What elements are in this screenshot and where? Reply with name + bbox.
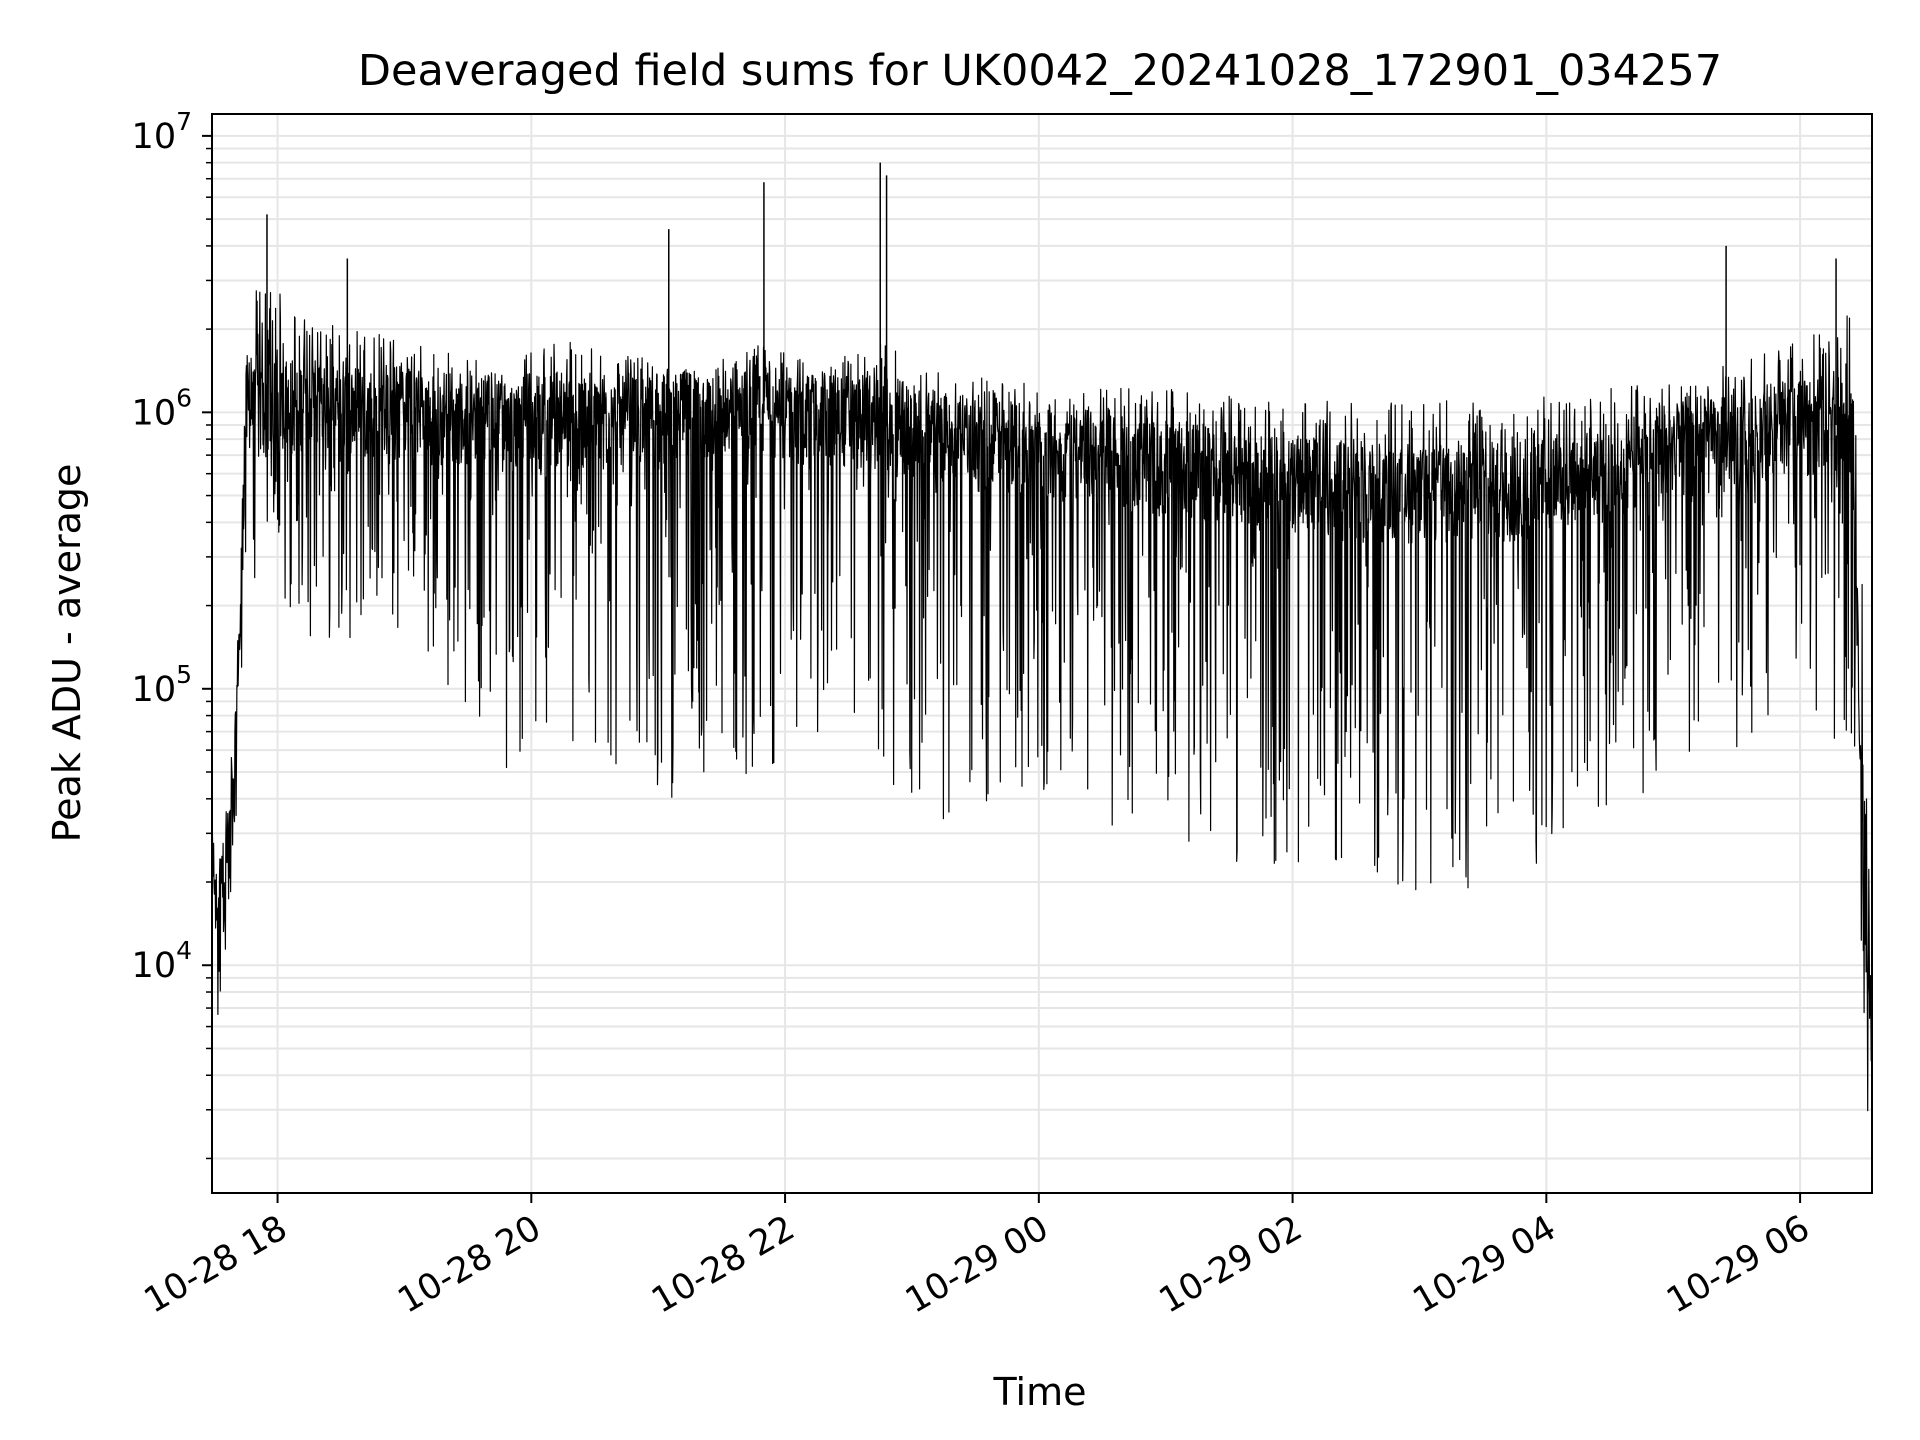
y-tick-label: 107: [132, 107, 192, 157]
y-tick-exponent: 7: [176, 107, 192, 136]
x-tick-label: 10-29 00: [899, 1208, 1055, 1321]
y-axis-label: Peak ADU - average: [45, 464, 89, 843]
y-tick-exponent: 4: [176, 936, 192, 965]
x-tick-label: 10-28 22: [645, 1208, 801, 1321]
chart-title: Deaveraged field sums for UK0042_2024102…: [358, 46, 1722, 96]
x-tick-label: 10-28 18: [138, 1208, 294, 1321]
x-tick-label: 10-28 20: [392, 1208, 548, 1321]
data-series: [211, 162, 1873, 1112]
y-tick-exponent: 6: [176, 383, 192, 412]
x-tick-label: 10-29 06: [1660, 1208, 1816, 1321]
x-tick-label: 10-29 02: [1153, 1208, 1309, 1321]
y-tick-base: 10: [132, 946, 177, 986]
x-axis-label: Time: [993, 1370, 1087, 1414]
x-axis-ticks: 10-28 18 10-28 20 10-28 22 10-29 00 10-29 02…: [138, 1193, 1817, 1321]
y-tick-base: 10: [132, 670, 177, 710]
y-tick-base: 10: [132, 393, 177, 433]
plot-frame: [211, 113, 1873, 1194]
y-tick-label: 106: [132, 383, 192, 433]
y-tick-label: 105: [132, 660, 192, 710]
y-tick-label: 104: [132, 936, 192, 986]
y-tick-base: 10: [132, 117, 177, 157]
series-line: [211, 290, 1873, 1112]
y-tick-exponent: 5: [176, 660, 192, 689]
x-tick-label: 10-29 04: [1407, 1208, 1563, 1321]
